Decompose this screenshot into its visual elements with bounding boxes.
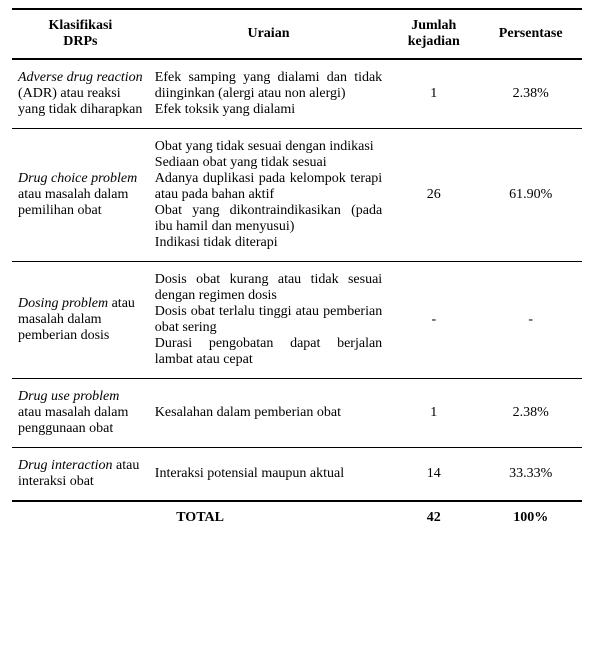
uraian-item: Efek toksik yang dialami (155, 102, 382, 118)
uraian-item: Sediaan obat yang tidak sesuai (155, 155, 382, 171)
cell-klasifikasi: Adverse drug reaction (ADR) atau reaksi … (12, 59, 149, 129)
uraian-item: Durasi pengobatan dapat berjalan lambat … (155, 336, 382, 368)
uraian-item: Kesalahan dalam pemberian obat (155, 405, 382, 421)
cell-uraian: Efek samping yang dialami dan tidak diin… (149, 59, 388, 129)
klasifikasi-plain: atau masalah dalam penggunaan obat (18, 405, 128, 436)
cell-klasifikasi: Drug choice problem atau masalah dalam p… (12, 129, 149, 262)
total-label: TOTAL (12, 501, 388, 534)
cell-jumlah: 26 (388, 129, 479, 262)
header-persentase: Persentase (479, 9, 582, 59)
klasifikasi-italic: Drug choice problem (18, 171, 137, 186)
uraian-item: Adanya duplikasi pada kelompok terapi at… (155, 171, 382, 203)
header-row: Klasifikasi DRPs Uraian Jumlah kejadian … (12, 9, 582, 59)
cell-persentase: 2.38% (479, 379, 582, 448)
total-persen: 100% (479, 501, 582, 534)
cell-uraian: Kesalahan dalam pemberian obat (149, 379, 388, 448)
cell-klasifikasi: Drug interaction atau interaksi obat (12, 448, 149, 502)
cell-uraian: Obat yang tidak sesuai dengan indikasiSe… (149, 129, 388, 262)
cell-jumlah: 14 (388, 448, 479, 502)
cell-uraian: Dosis obat kurang atau tidak sesuai deng… (149, 262, 388, 379)
total-jumlah: 42 (388, 501, 479, 534)
header-jumlah: Jumlah kejadian (388, 9, 479, 59)
header-jumlah-line2: kejadian (394, 34, 473, 50)
cell-jumlah: 1 (388, 379, 479, 448)
header-klasifikasi-line2: DRPs (18, 34, 143, 50)
table-row: Drug interaction atau interaksi obat Inte… (12, 448, 582, 502)
footer-row: TOTAL 42 100% (12, 501, 582, 534)
cell-persentase: 33.33% (479, 448, 582, 502)
cell-klasifikasi: Drug use problem atau masalah dalam peng… (12, 379, 149, 448)
uraian-item: Dosis obat terlalu tinggi atau pemberian… (155, 304, 382, 336)
klasifikasi-plain: atau masalah dalam pemilihan obat (18, 187, 128, 218)
header-jumlah-line1: Jumlah (394, 18, 473, 34)
table-row: Adverse drug reaction (ADR) atau reaksi … (12, 59, 582, 129)
klasifikasi-italic: Drug interaction (18, 458, 113, 473)
klasifikasi-italic: Drug use problem (18, 389, 119, 404)
uraian-item: Efek samping yang dialami dan tidak diin… (155, 70, 382, 102)
header-klasifikasi: Klasifikasi DRPs (12, 9, 149, 59)
cell-jumlah: - (388, 262, 479, 379)
cell-persentase: 61.90% (479, 129, 582, 262)
uraian-item: Indikasi tidak diterapi (155, 235, 382, 251)
cell-uraian: Interaksi potensial maupun aktual (149, 448, 388, 502)
klasifikasi-italic: Dosing problem (18, 296, 108, 311)
table-row: Dosing problem atau masalah dalam pember… (12, 262, 582, 379)
table-row: Drug use problem atau masalah dalam peng… (12, 379, 582, 448)
cell-klasifikasi: Dosing problem atau masalah dalam pember… (12, 262, 149, 379)
uraian-item: Dosis obat kurang atau tidak sesuai deng… (155, 272, 382, 304)
header-klasifikasi-line1: Klasifikasi (18, 18, 143, 34)
header-uraian: Uraian (149, 9, 388, 59)
table-row: Drug choice problem atau masalah dalam p… (12, 129, 582, 262)
cell-persentase: - (479, 262, 582, 379)
uraian-item: Obat yang dikontraindikasikan (pada ibu … (155, 203, 382, 235)
cell-jumlah: 1 (388, 59, 479, 129)
klasifikasi-italic: Adverse drug reaction (18, 70, 143, 85)
klasifikasi-plain: (ADR) atau reaksi yang tidak diharapkan (18, 86, 142, 117)
cell-persentase: 2.38% (479, 59, 582, 129)
table-body: Adverse drug reaction (ADR) atau reaksi … (12, 59, 582, 501)
drp-table: Klasifikasi DRPs Uraian Jumlah kejadian … (12, 8, 582, 534)
uraian-item: Interaksi potensial maupun aktual (155, 466, 382, 482)
uraian-item: Obat yang tidak sesuai dengan indikasi (155, 139, 382, 155)
